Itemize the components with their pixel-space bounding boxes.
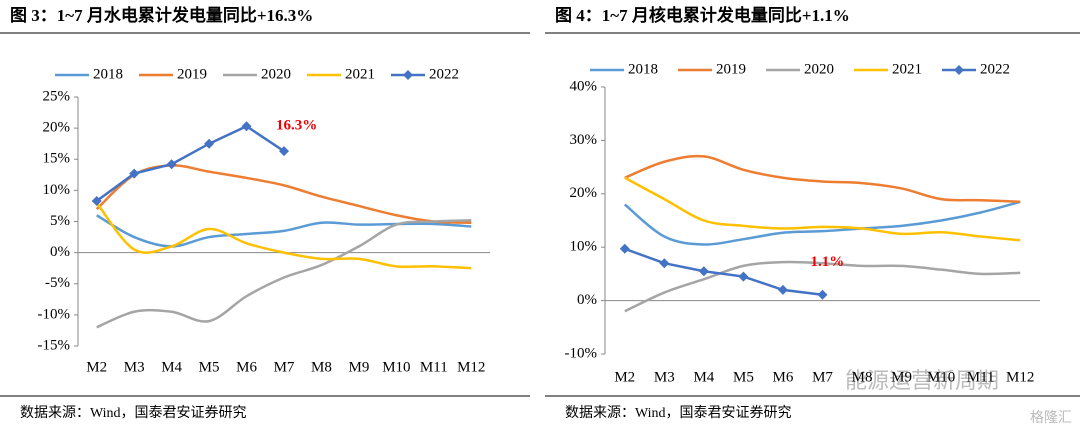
series-line xyxy=(624,154,1021,204)
x-tick-label: M4 xyxy=(161,359,182,375)
legend-label: 2018 xyxy=(93,66,123,82)
y-tick-label: 10% xyxy=(570,239,598,255)
y-tick-label: 0% xyxy=(50,244,70,260)
x-tick-label: M10 xyxy=(927,369,955,385)
x-tick-label: M6 xyxy=(236,359,257,375)
x-tick-label: M5 xyxy=(733,369,754,385)
y-tick-label: -10% xyxy=(565,345,598,361)
legend-label: 2022 xyxy=(429,66,459,82)
y-tick-label: 0% xyxy=(577,292,597,308)
series-line xyxy=(624,260,1021,313)
marker xyxy=(619,243,630,254)
legend-label: 2020 xyxy=(261,66,291,82)
x-tick-label: M8 xyxy=(852,369,873,385)
y-tick-label: -5% xyxy=(45,275,70,291)
watermark: 能源运营新周期 xyxy=(845,369,999,394)
x-tick-label: M7 xyxy=(274,359,295,375)
marker xyxy=(129,168,140,179)
watermark: 格隆汇 xyxy=(1030,410,1072,426)
series-line xyxy=(96,214,472,248)
y-tick-label: -10% xyxy=(38,306,71,322)
marker xyxy=(738,271,749,282)
y-tick-label: 10% xyxy=(43,182,71,198)
marker xyxy=(777,284,788,295)
series-line xyxy=(95,164,472,224)
legend-label: 2019 xyxy=(716,61,746,77)
annotation: 1.1% xyxy=(811,254,845,270)
series-line xyxy=(95,202,472,270)
y-tick-label: 20% xyxy=(43,120,71,136)
legend-label: 2022 xyxy=(980,61,1010,77)
y-tick-label: 15% xyxy=(43,151,71,167)
marker xyxy=(698,266,709,277)
chart-title: 图 3：1~7 月水电累计发电量同比+16.3% xyxy=(10,5,313,25)
x-tick-label: M11 xyxy=(967,369,995,385)
x-tick-label: M9 xyxy=(348,359,369,375)
series-line xyxy=(95,124,285,202)
legend-label: 2018 xyxy=(628,61,658,77)
x-tick-label: M4 xyxy=(693,369,714,385)
y-tick-label: 5% xyxy=(50,213,70,229)
annotation: 16.3% xyxy=(276,118,317,134)
marker xyxy=(91,195,102,206)
source: 数据来源：Wind，国泰君安证券研究 xyxy=(565,405,792,421)
marker xyxy=(241,121,252,132)
marker xyxy=(659,258,670,269)
series-line xyxy=(96,219,472,329)
x-tick-label: M3 xyxy=(654,369,675,385)
x-tick-label: M3 xyxy=(124,359,145,375)
series-line xyxy=(624,247,823,296)
y-tick-label: 20% xyxy=(570,185,598,201)
y-tick-label: -15% xyxy=(38,337,71,353)
x-tick-label: M2 xyxy=(86,359,107,375)
source: 数据来源：Wind，国泰君安证券研究 xyxy=(20,405,247,421)
series-line xyxy=(624,176,1021,242)
x-tick-label: M2 xyxy=(614,369,635,385)
legend-label: 2021 xyxy=(345,66,375,82)
x-tick-label: M11 xyxy=(420,359,448,375)
legend-label: 2019 xyxy=(177,66,207,82)
y-tick-label: 25% xyxy=(43,88,71,104)
marker xyxy=(279,146,289,157)
legend-marker xyxy=(954,65,964,75)
x-tick-label: M12 xyxy=(457,359,485,375)
legend-label: 2020 xyxy=(804,61,834,77)
marker xyxy=(817,289,828,300)
chart-title: 图 4：1~7 月核电累计发电量同比+1.1% xyxy=(555,5,850,25)
x-tick-label: M12 xyxy=(1006,369,1034,385)
marker xyxy=(204,138,215,149)
x-tick-label: M8 xyxy=(311,359,332,375)
y-tick-label: 40% xyxy=(570,78,598,94)
legend-marker xyxy=(403,70,413,80)
x-tick-label: M9 xyxy=(891,369,912,385)
x-tick-label: M7 xyxy=(812,369,833,385)
marker xyxy=(166,159,177,170)
x-tick-label: M5 xyxy=(199,359,220,375)
legend-label: 2021 xyxy=(892,61,922,77)
x-tick-label: M10 xyxy=(382,359,410,375)
x-tick-label: M6 xyxy=(773,369,794,385)
series-line xyxy=(623,200,1021,246)
y-tick-label: 30% xyxy=(570,132,598,148)
